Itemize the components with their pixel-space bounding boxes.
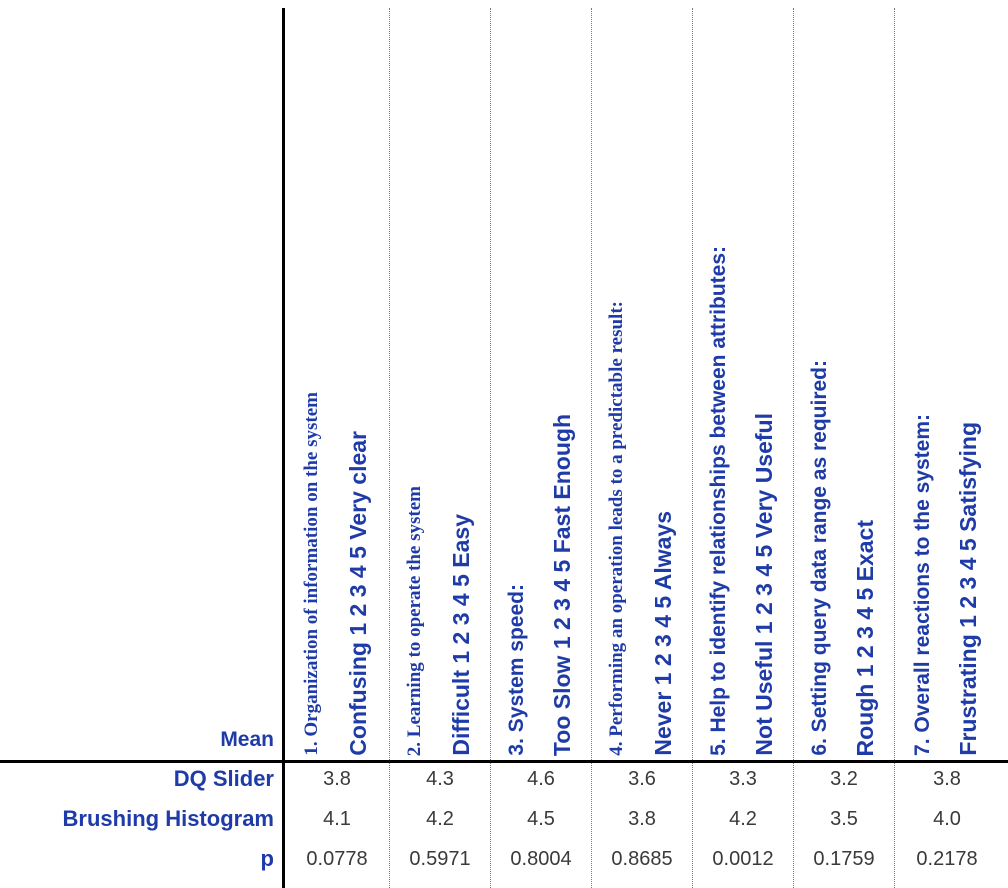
question-1-title: 1. Organization of information on the sy… <box>301 392 322 756</box>
table-cell: 3.2 <box>830 768 858 790</box>
question-1-header: 1. Organization of information on the sy… <box>285 10 389 760</box>
row-label-brushing-histogram: Brushing Histogram <box>62 806 274 831</box>
table-cell: 3.8 <box>628 808 656 830</box>
question-7-scale: Frustrating 1 2 3 4 5 Satisfying <box>955 422 981 756</box>
column-divider <box>793 8 794 888</box>
question-5-scale: Not Useful 1 2 3 4 5 Very Useful <box>751 413 777 756</box>
table-cell: 0.0778 <box>306 848 368 870</box>
header-column-divider <box>282 8 285 888</box>
question-7-header: 7. Overall reactions to the system: Frus… <box>895 10 999 760</box>
question-2-title: 2. Learning to operate the system <box>404 485 425 756</box>
question-2-scale: Difficult 1 2 3 4 5 Easy <box>448 514 474 756</box>
table-cell: 4.3 <box>426 768 454 790</box>
row-label-p-value: p <box>260 846 274 871</box>
header-row-divider <box>0 760 1008 763</box>
column-divider <box>389 8 390 888</box>
question-6-header: 6. Setting query data range as required:… <box>794 10 894 760</box>
table-cell: 4.2 <box>426 808 454 830</box>
table-cell: 3.5 <box>830 808 858 830</box>
question-3-header: 3. System speed: Too Slow 1 2 3 4 5 Fast… <box>491 10 591 760</box>
mean-label: Mean <box>220 728 274 751</box>
question-4-scale: Never 1 2 3 4 5 Always <box>650 511 676 756</box>
question-5-title: 5. Help to identify relationships betwee… <box>707 246 730 756</box>
question-6-title: 6. Setting query data range as required: <box>808 360 831 756</box>
table-cell: 4.5 <box>527 808 555 830</box>
question-4-title: 4. Performing an operation leads to a pr… <box>606 301 627 756</box>
table-cell: 3.6 <box>628 768 656 790</box>
table-cell: 0.1759 <box>813 848 875 870</box>
table-cell: 4.0 <box>933 808 961 830</box>
table-cell: 4.2 <box>729 808 757 830</box>
question-3-title: 3. System speed: <box>505 584 528 756</box>
table-cell: 4.6 <box>527 768 555 790</box>
table-cell: 0.8685 <box>611 848 673 870</box>
column-divider <box>490 8 491 888</box>
table-cell: 0.0012 <box>712 848 774 870</box>
question-3-scale: Too Slow 1 2 3 4 5 Fast Enough <box>549 413 575 756</box>
column-divider <box>692 8 693 888</box>
table-cell: 3.8 <box>323 768 351 790</box>
question-5-header: 5. Help to identify relationships betwee… <box>693 10 793 760</box>
question-7-title: 7. Overall reactions to the system: <box>911 414 934 756</box>
table-cell: 3.3 <box>729 768 757 790</box>
column-divider <box>591 8 592 888</box>
question-4-header: 4. Performing an operation leads to a pr… <box>592 10 692 760</box>
question-1-scale: Confusing 1 2 3 4 5 Very clear <box>345 431 371 756</box>
row-label-dq-slider: DQ Slider <box>173 766 274 791</box>
table-cell: 3.8 <box>933 768 961 790</box>
question-2-header: 2. Learning to operate the system Diffic… <box>390 10 490 760</box>
table-cell: 0.5971 <box>409 848 471 870</box>
question-6-scale: Rough 1 2 3 4 5 Exact <box>852 519 878 756</box>
table-cell: 0.2178 <box>916 848 978 870</box>
table-cell: 4.1 <box>323 808 351 830</box>
table-cell: 0.8004 <box>510 848 572 870</box>
column-divider <box>894 8 895 888</box>
